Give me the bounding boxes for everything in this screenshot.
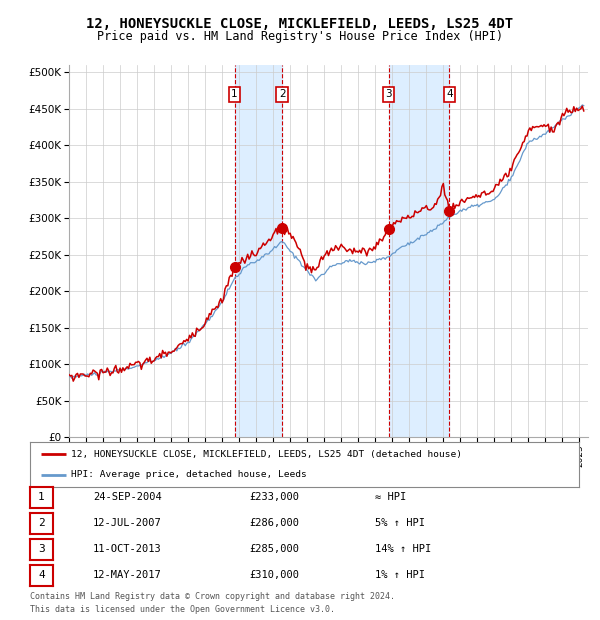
Text: 1: 1 bbox=[231, 89, 238, 99]
Text: 11-OCT-2013: 11-OCT-2013 bbox=[93, 544, 162, 554]
Text: HPI: Average price, detached house, Leeds: HPI: Average price, detached house, Leed… bbox=[71, 470, 307, 479]
Text: This data is licensed under the Open Government Licence v3.0.: This data is licensed under the Open Gov… bbox=[30, 604, 335, 614]
Text: 14% ↑ HPI: 14% ↑ HPI bbox=[375, 544, 431, 554]
Text: 3: 3 bbox=[385, 89, 392, 99]
Bar bbox=[235, 65, 282, 437]
Text: 2: 2 bbox=[38, 518, 45, 528]
Text: ≈ HPI: ≈ HPI bbox=[375, 492, 406, 502]
Text: 5% ↑ HPI: 5% ↑ HPI bbox=[375, 518, 425, 528]
Text: £310,000: £310,000 bbox=[249, 570, 299, 580]
Text: 12, HONEYSUCKLE CLOSE, MICKLEFIELD, LEEDS, LS25 4DT (detached house): 12, HONEYSUCKLE CLOSE, MICKLEFIELD, LEED… bbox=[71, 450, 462, 459]
Text: 1% ↑ HPI: 1% ↑ HPI bbox=[375, 570, 425, 580]
Text: 2: 2 bbox=[279, 89, 286, 99]
Text: 3: 3 bbox=[38, 544, 45, 554]
Text: £233,000: £233,000 bbox=[249, 492, 299, 502]
Bar bbox=[389, 65, 449, 437]
Text: 24-SEP-2004: 24-SEP-2004 bbox=[93, 492, 162, 502]
Text: £285,000: £285,000 bbox=[249, 544, 299, 554]
Text: 1: 1 bbox=[38, 492, 45, 502]
Text: 4: 4 bbox=[38, 570, 45, 580]
Text: Contains HM Land Registry data © Crown copyright and database right 2024.: Contains HM Land Registry data © Crown c… bbox=[30, 592, 395, 601]
Text: 4: 4 bbox=[446, 89, 453, 99]
Text: £286,000: £286,000 bbox=[249, 518, 299, 528]
Text: 12-JUL-2007: 12-JUL-2007 bbox=[93, 518, 162, 528]
Text: 12-MAY-2017: 12-MAY-2017 bbox=[93, 570, 162, 580]
Text: Price paid vs. HM Land Registry's House Price Index (HPI): Price paid vs. HM Land Registry's House … bbox=[97, 30, 503, 43]
Text: 12, HONEYSUCKLE CLOSE, MICKLEFIELD, LEEDS, LS25 4DT: 12, HONEYSUCKLE CLOSE, MICKLEFIELD, LEED… bbox=[86, 17, 514, 32]
